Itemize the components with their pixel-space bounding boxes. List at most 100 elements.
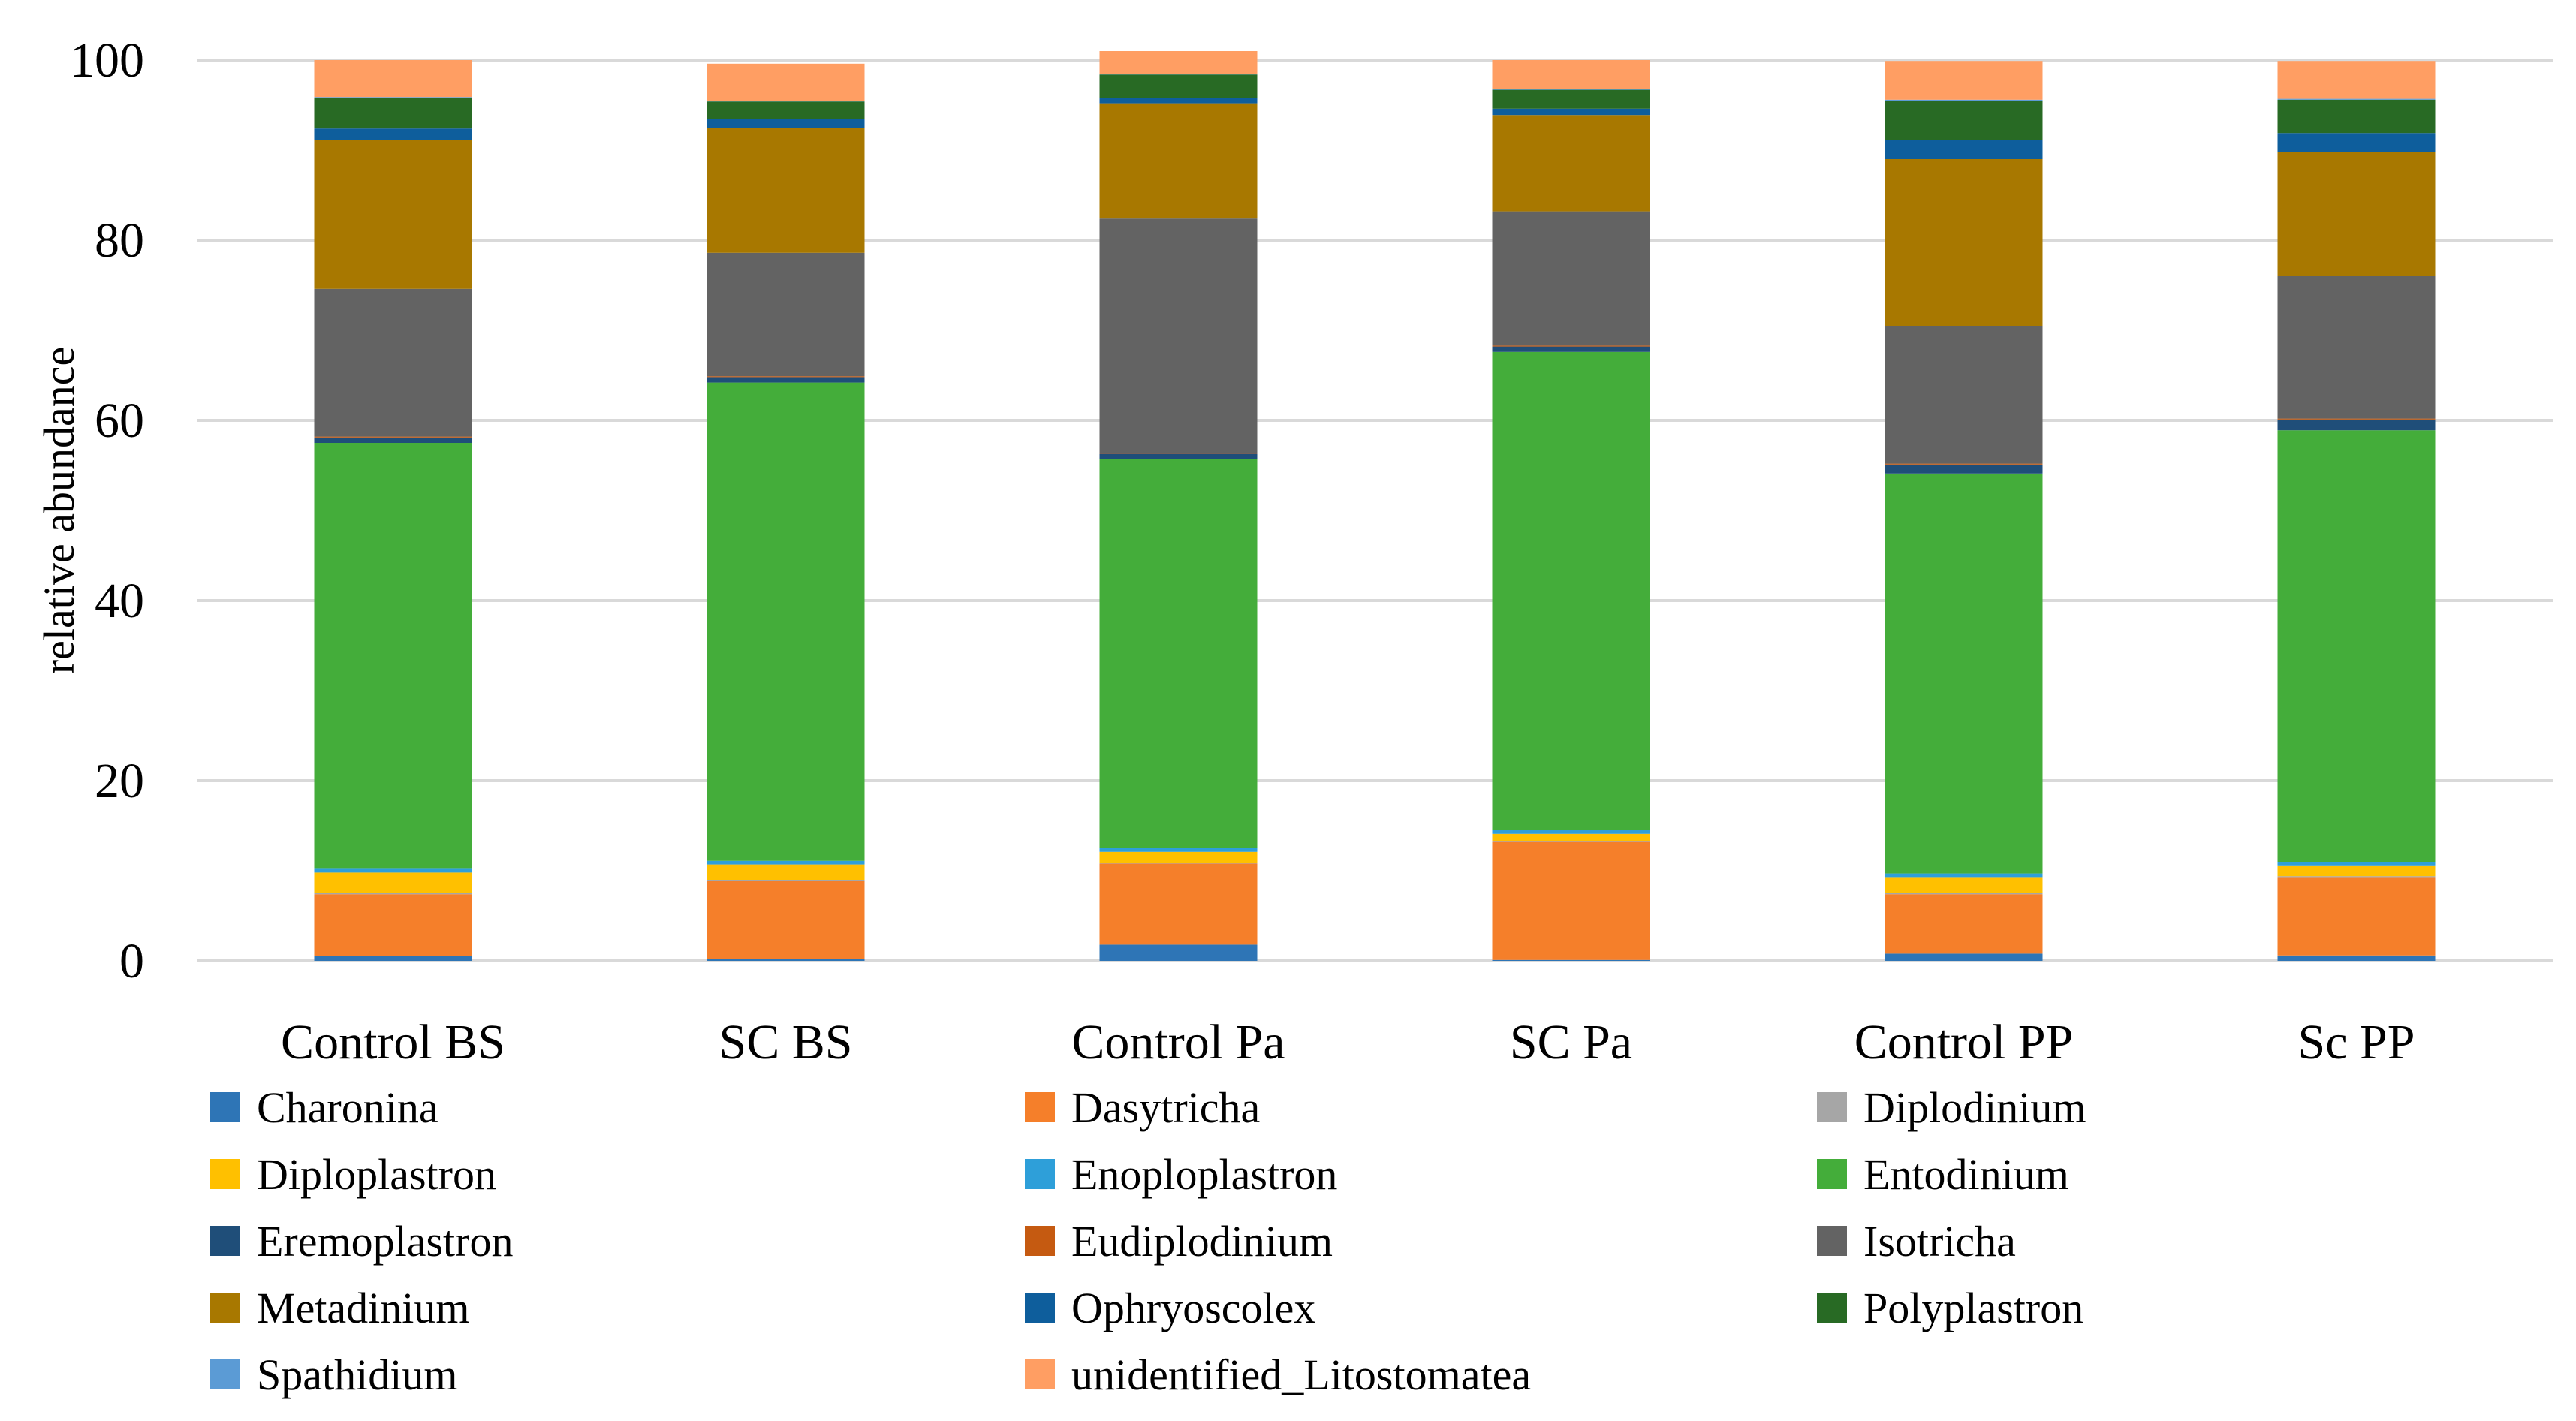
- bar-segment: [707, 382, 865, 861]
- bar-segment: [707, 377, 865, 383]
- bars: [314, 51, 2436, 961]
- bar-segment: [707, 376, 865, 378]
- bar-segment: [1885, 877, 2043, 893]
- bar-segment: [314, 956, 472, 961]
- bar-segment: [1885, 953, 2043, 961]
- bar-segment: [2277, 152, 2436, 276]
- bar-segment: [1885, 61, 2043, 100]
- legend-label: Enoploplastron: [1071, 1150, 1337, 1199]
- bar-segment: [1492, 115, 1650, 212]
- legend-swatch: [1025, 1293, 1055, 1323]
- legend-swatch: [210, 1226, 240, 1256]
- bar-segment: [1885, 99, 2043, 101]
- bar-segment: [707, 860, 865, 865]
- y-tick-label: 0: [119, 934, 144, 989]
- bar-segment: [314, 98, 472, 129]
- legend-label: Entodinium: [1863, 1150, 2069, 1199]
- bar-segment: [1099, 851, 1258, 863]
- bar-segment: [314, 437, 472, 443]
- bar-segment: [1099, 103, 1258, 219]
- legend-label: Diplodinium: [1863, 1083, 2086, 1132]
- y-axis-ticks: 0 20 40 60 80 100: [70, 33, 144, 989]
- bar-segment: [2277, 61, 2436, 99]
- bar-segment: [1885, 893, 2043, 895]
- legend-label: Metadinium: [257, 1284, 470, 1332]
- bar-segment: [2277, 955, 2436, 961]
- bar-segment: [1885, 473, 2043, 874]
- legend-label: Polyplastron: [1863, 1284, 2083, 1332]
- y-tick-label: 60: [95, 393, 144, 448]
- y-tick-label: 80: [95, 213, 144, 268]
- bar-segment: [1885, 463, 2043, 465]
- bar-segment: [1492, 211, 1650, 346]
- bar-segment: [2277, 865, 2436, 877]
- legend-label: Dasytricha: [1071, 1083, 1260, 1132]
- x-axis-ticks: Control BS SC BS Control Pa SC Pa Control PP…: [281, 1015, 2415, 1070]
- x-tick-label: Sc PP: [2298, 1015, 2415, 1070]
- bar-segment: [1492, 108, 1650, 116]
- bar-segment: [1099, 74, 1258, 98]
- legend-swatch: [1817, 1092, 1847, 1122]
- bar-segment: [1492, 89, 1650, 109]
- legend-swatch: [1025, 1226, 1055, 1256]
- bar-segment: [2277, 418, 2436, 420]
- legend-label: Eremoplastron: [257, 1217, 513, 1266]
- bar-segment: [1492, 346, 1650, 352]
- bar-segment: [2277, 430, 2436, 862]
- bar-segment: [1099, 459, 1258, 848]
- bar-segment: [1885, 464, 2043, 474]
- bar-segment: [1099, 51, 1258, 74]
- bar-segment: [2277, 877, 2436, 956]
- x-tick-label: SC Pa: [1510, 1015, 1632, 1070]
- bar-segment: [1099, 453, 1258, 459]
- bar-segment: [1885, 159, 2043, 326]
- bar-segment: [314, 140, 472, 289]
- bar-segment: [1885, 101, 2043, 140]
- bar-segment: [1492, 351, 1650, 830]
- bar-segment: [1492, 959, 1650, 961]
- bar-segment: [707, 119, 865, 128]
- bar-segment: [707, 252, 865, 377]
- bar-segment: [2277, 862, 2436, 866]
- bar-segment: [1885, 873, 2043, 878]
- bar-segment: [314, 436, 472, 438]
- bar-segment: [707, 880, 865, 881]
- bar-segment: [1492, 830, 1650, 834]
- bar-segment: [314, 60, 472, 98]
- x-tick-label: Control PP: [1854, 1015, 2074, 1070]
- bar-segment: [2277, 133, 2436, 152]
- bar-segment: [1492, 841, 1650, 960]
- bar-segment: [2277, 276, 2436, 419]
- bar-segment: [1885, 894, 2043, 954]
- legend: Charonina Dasytricha Diplodinium Diploplast…: [210, 1083, 2086, 1399]
- legend-label: Eudiplodinium: [1071, 1217, 1333, 1266]
- legend-swatch: [210, 1293, 240, 1323]
- legend-label: Isotricha: [1863, 1217, 2016, 1266]
- bar-segment: [1492, 345, 1650, 347]
- bar-segment: [1099, 848, 1258, 852]
- legend-label: Spathidium: [257, 1350, 457, 1399]
- bar-segment: [707, 101, 865, 119]
- bar-segment: [314, 893, 472, 895]
- bar-segment: [314, 128, 472, 140]
- bar-segment: [1099, 863, 1258, 945]
- legend-swatch: [1025, 1359, 1055, 1389]
- bar-segment: [707, 864, 865, 880]
- bar-segment: [1885, 140, 2043, 159]
- bar-segment: [314, 872, 472, 893]
- bar-segment: [2277, 419, 2436, 431]
- bar-segment: [314, 894, 472, 956]
- legend-swatch: [1025, 1092, 1055, 1122]
- gridlines: [197, 59, 2553, 962]
- legend-swatch: [1817, 1159, 1847, 1189]
- bar-segment: [1885, 326, 2043, 464]
- bar-segment: [2277, 876, 2436, 878]
- legend-label: Ophryoscolex: [1071, 1284, 1315, 1332]
- bar-segment: [2277, 99, 2436, 134]
- legend-swatch: [210, 1159, 240, 1189]
- x-tick-label: SC BS: [719, 1015, 853, 1070]
- bar-segment: [1492, 60, 1650, 89]
- bar-segment: [314, 97, 472, 98]
- bar-segment: [707, 128, 865, 253]
